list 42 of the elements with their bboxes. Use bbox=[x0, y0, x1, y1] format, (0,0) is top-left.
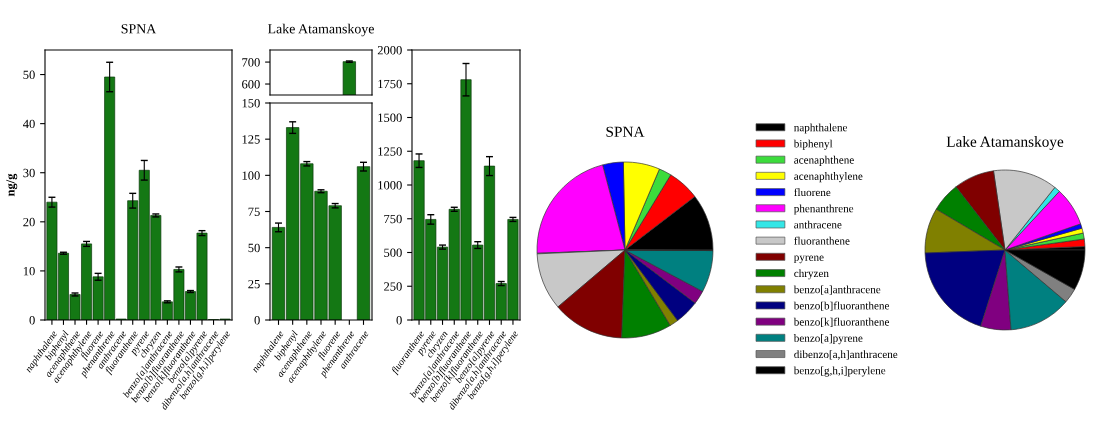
y-tick-label: 1500 bbox=[378, 113, 402, 122]
y-tick-label: 0 bbox=[29, 316, 35, 325]
y-tick-label: 600 bbox=[242, 80, 260, 89]
y-tick-label: 75 bbox=[248, 207, 260, 216]
y-tick-label: 100 bbox=[242, 171, 260, 180]
y-tick-label: 30 bbox=[23, 168, 35, 178]
y-tick-label: 150 bbox=[242, 99, 260, 108]
legend-label: biphenyl bbox=[793, 139, 833, 150]
y-tick-label: 0 bbox=[396, 316, 402, 325]
y-tick-label: 250 bbox=[384, 282, 402, 291]
y-tick-label: 1000 bbox=[378, 181, 402, 190]
y-tick-label: 50 bbox=[23, 70, 35, 80]
y-axis-title: ng/g bbox=[6, 173, 18, 197]
legend-label: fluorene bbox=[794, 188, 831, 197]
y-tick-label: 25 bbox=[248, 279, 260, 289]
y-tick-label: 50 bbox=[248, 243, 260, 253]
y-tick-label: 0 bbox=[254, 316, 260, 325]
legend-label: anthracene bbox=[794, 220, 842, 229]
legend-label: phenanthrene bbox=[793, 204, 854, 215]
y-tick-label: 750 bbox=[384, 214, 402, 224]
y-tick-label: 40 bbox=[23, 119, 35, 129]
chart-title: SPNA bbox=[606, 126, 645, 137]
y-tick-label: 10 bbox=[23, 266, 35, 276]
legend-label: fluoranthene bbox=[794, 236, 850, 245]
legend-label: naphthalene bbox=[794, 123, 848, 134]
chart-title: SPNA bbox=[121, 24, 157, 34]
legend-label: benzo[b]fluoranthene bbox=[793, 301, 890, 311]
y-tick-label: 1750 bbox=[378, 79, 402, 89]
legend-label: chryzen bbox=[794, 269, 829, 280]
y-tick-label: 2000 bbox=[377, 46, 402, 55]
chart-title: Lake Atamanskoye bbox=[267, 23, 374, 37]
y-tick-label: 20 bbox=[23, 217, 35, 227]
y-tick-label: 125 bbox=[242, 135, 260, 144]
y-tick-label: 500 bbox=[384, 248, 402, 257]
legend-label: benzo[a]anthracene bbox=[793, 285, 881, 295]
legend-label: acenaphthylene bbox=[794, 172, 863, 183]
legend-label: pyrene bbox=[793, 255, 824, 264]
y-tick-label: 1250 bbox=[378, 147, 402, 156]
legend-label: benzo[k]fluoranthene bbox=[793, 317, 890, 328]
legend-label: acenaphthene bbox=[794, 155, 854, 166]
chart-title: Lake Atamanskoye bbox=[946, 136, 1064, 150]
y-tick-label: 700 bbox=[242, 58, 260, 67]
